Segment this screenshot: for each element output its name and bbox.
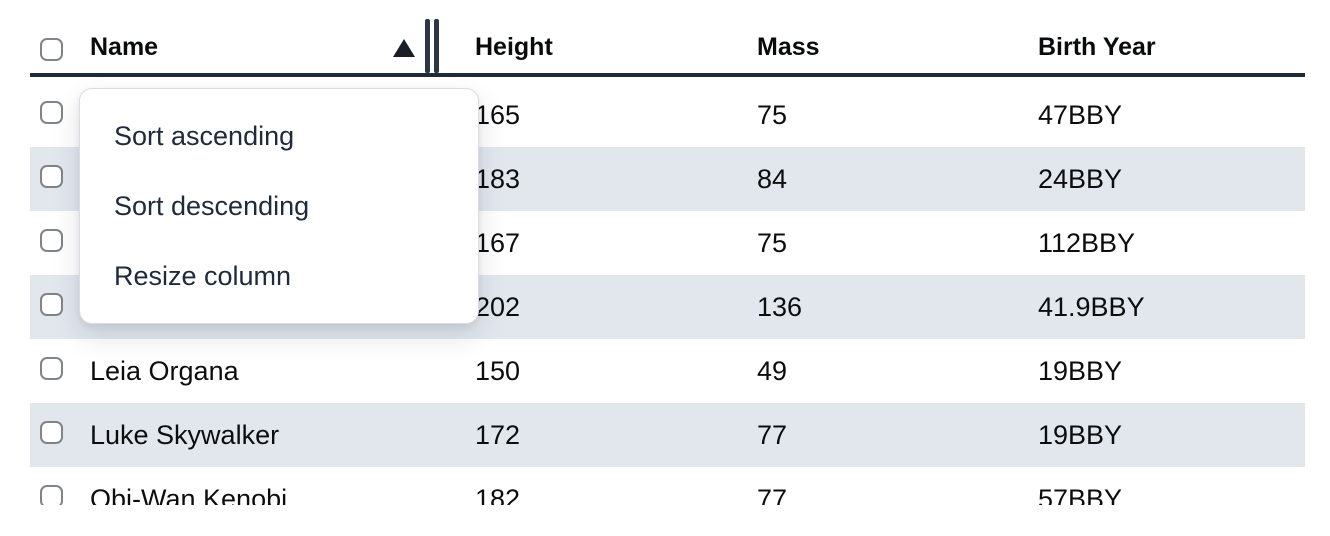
cell-height: 165 xyxy=(475,100,521,130)
column-header-height-label: Height xyxy=(475,33,553,61)
cell-name: Leia Organa xyxy=(90,356,239,386)
cell-name: Obi-Wan Kenobi xyxy=(90,484,288,505)
cell-height: 202 xyxy=(475,292,521,322)
select-all-checkbox[interactable] xyxy=(40,38,63,61)
table-row: Obi-Wan Kenobi 182 77 57BBY xyxy=(30,467,1305,505)
row-checkbox[interactable] xyxy=(40,165,63,188)
column-header-mass[interactable]: Mass xyxy=(757,0,1038,73)
row-checkbox-cell xyxy=(30,357,90,385)
resize-bar-icon xyxy=(434,19,439,73)
row-checkbox[interactable] xyxy=(40,357,63,380)
row-checkbox-cell xyxy=(30,101,90,129)
table-header-row: Name Height Mass Birth Year xyxy=(30,0,1305,77)
row-checkbox-cell xyxy=(30,293,90,321)
menu-item-sort-ascending[interactable]: Sort ascending xyxy=(114,120,295,151)
cell-mass: 75 xyxy=(757,100,788,130)
column-header-height[interactable]: Height xyxy=(475,0,757,73)
table-row: Leia Organa 150 49 19BBY xyxy=(30,339,1305,403)
menu-item-resize-column[interactable]: Resize column xyxy=(114,260,292,291)
cell-birth-year: 24BBY xyxy=(1038,164,1123,194)
table-row: 165 75 47BBY xyxy=(30,83,1305,147)
cell-birth-year: 47BBY xyxy=(1038,100,1123,130)
cell-mass: 49 xyxy=(757,356,788,386)
cell-birth-year: 19BBY xyxy=(1038,420,1123,450)
cell-height: 167 xyxy=(475,228,521,258)
cell-height: 182 xyxy=(475,484,521,505)
cell-height: 183 xyxy=(475,164,521,194)
column-dropdown-menu: Sort ascending Sort descending Resize co… xyxy=(79,88,479,324)
column-header-birth-year[interactable]: Birth Year xyxy=(1038,0,1305,73)
column-header-birth-year-label: Birth Year xyxy=(1038,33,1156,61)
cell-birth-year: 19BBY xyxy=(1038,356,1123,386)
cell-height: 150 xyxy=(475,356,521,386)
row-checkbox-cell xyxy=(30,485,90,505)
column-header-name-label: Name xyxy=(90,33,159,61)
cell-birth-year: 112BBY xyxy=(1038,228,1136,258)
cell-mass: 84 xyxy=(757,164,788,194)
row-checkbox-cell xyxy=(30,165,90,193)
cell-mass: 77 xyxy=(757,420,788,450)
cell-name: Luke Skywalker xyxy=(90,420,280,450)
column-header-name[interactable]: Name xyxy=(90,0,475,73)
cell-birth-year: 41.9BBY xyxy=(1038,292,1145,322)
table-row: Luke Skywalker 172 77 19BBY xyxy=(30,403,1305,467)
cell-mass: 75 xyxy=(757,228,788,258)
cell-birth-year: 57BBY xyxy=(1038,484,1123,505)
column-header-mass-label: Mass xyxy=(757,33,820,61)
column-resize-handle[interactable] xyxy=(425,19,439,73)
row-checkbox-cell xyxy=(30,229,90,257)
row-checkbox-cell xyxy=(30,421,90,449)
row-checkbox[interactable] xyxy=(40,485,63,505)
cell-mass: 77 xyxy=(757,484,788,505)
row-checkbox[interactable] xyxy=(40,229,63,252)
cell-height: 172 xyxy=(475,420,521,450)
resize-bar-icon xyxy=(425,19,430,73)
sort-ascending-icon xyxy=(393,39,415,57)
cell-mass: 136 xyxy=(757,292,803,322)
row-checkbox[interactable] xyxy=(40,101,63,124)
row-checkbox[interactable] xyxy=(40,421,63,444)
menu-item-sort-descending[interactable]: Sort descending xyxy=(114,190,310,221)
row-checkbox[interactable] xyxy=(40,293,63,316)
table-row: 167 75 112BBY xyxy=(30,211,1305,275)
header-checkbox-cell xyxy=(30,0,90,73)
